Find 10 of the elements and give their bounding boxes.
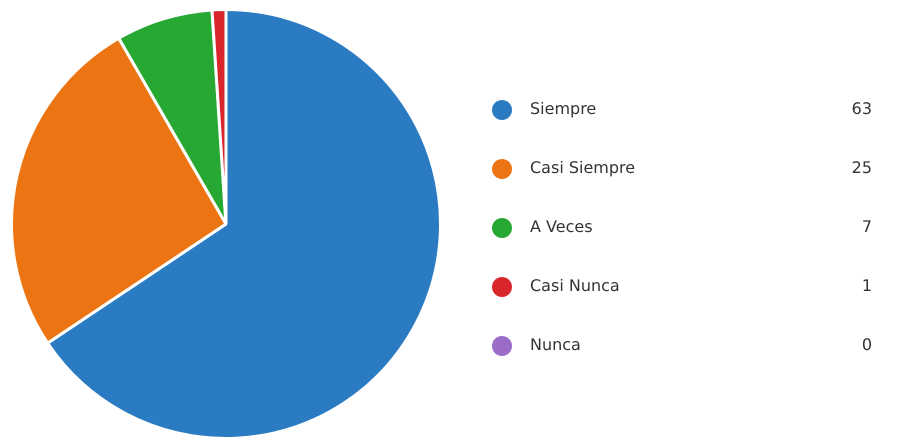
data-label: 63 <box>852 99 872 118</box>
data-label: 7 <box>862 217 872 236</box>
data-label: 25 <box>852 158 872 178</box>
legend-label: Casi Nunca <box>530 276 620 296</box>
legend-label: Siempre <box>530 99 596 118</box>
legend-label: A Veces <box>530 217 593 236</box>
legend-label: Nunca <box>530 335 581 354</box>
legend-label: Casi Siempre <box>530 158 636 178</box>
text: 0 <box>862 335 872 354</box>
data-label: 1 <box>862 276 872 296</box>
